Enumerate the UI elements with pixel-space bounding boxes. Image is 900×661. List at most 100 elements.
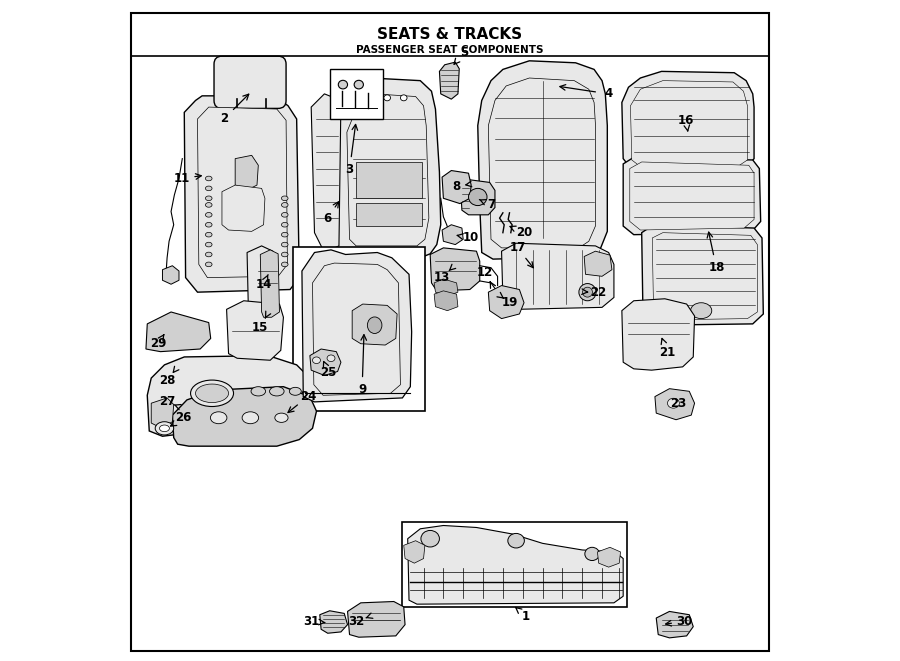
Text: 17: 17 (509, 241, 526, 254)
Ellipse shape (205, 262, 212, 266)
Ellipse shape (205, 196, 212, 201)
Polygon shape (222, 185, 265, 231)
Text: 4: 4 (605, 87, 613, 100)
Text: 25: 25 (320, 366, 337, 379)
Ellipse shape (367, 317, 382, 333)
Text: PASSENGER SEAT COMPONENTS: PASSENGER SEAT COMPONENTS (356, 44, 544, 55)
Ellipse shape (421, 530, 439, 547)
Bar (356, 203, 422, 226)
Bar (329, 69, 382, 119)
Polygon shape (642, 225, 763, 325)
Polygon shape (622, 71, 754, 172)
Ellipse shape (338, 80, 347, 89)
Polygon shape (439, 62, 459, 99)
Text: 24: 24 (300, 390, 316, 403)
Polygon shape (352, 304, 397, 345)
Polygon shape (630, 162, 754, 230)
Ellipse shape (312, 357, 320, 364)
Ellipse shape (251, 387, 266, 396)
Ellipse shape (211, 412, 227, 424)
Polygon shape (584, 251, 612, 276)
Text: 32: 32 (348, 615, 364, 628)
Polygon shape (442, 225, 464, 245)
Polygon shape (501, 243, 614, 309)
Ellipse shape (400, 95, 407, 100)
Polygon shape (408, 525, 623, 604)
Text: 31: 31 (303, 615, 320, 628)
Ellipse shape (282, 203, 288, 208)
Text: 10: 10 (463, 231, 479, 245)
Polygon shape (320, 611, 347, 633)
Text: 3: 3 (346, 163, 354, 176)
Ellipse shape (582, 287, 592, 297)
Text: 23: 23 (670, 397, 686, 410)
Text: 13: 13 (433, 271, 449, 284)
Polygon shape (623, 157, 760, 235)
Ellipse shape (469, 188, 487, 206)
Ellipse shape (282, 262, 288, 266)
Text: 21: 21 (659, 346, 675, 359)
Bar (356, 162, 422, 198)
Polygon shape (311, 94, 341, 253)
Text: 15: 15 (252, 321, 268, 334)
Ellipse shape (282, 233, 288, 237)
Ellipse shape (508, 533, 525, 548)
Text: 2: 2 (220, 112, 228, 126)
Ellipse shape (282, 243, 288, 247)
Ellipse shape (384, 95, 391, 100)
Polygon shape (346, 94, 428, 246)
Polygon shape (434, 279, 458, 296)
Ellipse shape (290, 387, 302, 395)
Polygon shape (478, 61, 608, 259)
Polygon shape (184, 96, 300, 292)
Ellipse shape (191, 380, 233, 407)
Text: 11: 11 (174, 172, 190, 185)
Ellipse shape (282, 253, 288, 256)
Polygon shape (404, 541, 425, 563)
Text: 6: 6 (324, 212, 332, 225)
Polygon shape (347, 602, 405, 637)
Text: 14: 14 (256, 278, 272, 291)
Text: 28: 28 (159, 373, 176, 387)
Ellipse shape (282, 196, 288, 201)
Polygon shape (260, 250, 280, 317)
Text: 22: 22 (590, 286, 607, 299)
Text: 7: 7 (488, 198, 496, 212)
Text: 27: 27 (159, 395, 176, 408)
Polygon shape (173, 387, 317, 446)
Text: 30: 30 (677, 615, 693, 628)
Polygon shape (489, 78, 596, 248)
Polygon shape (312, 263, 400, 395)
Ellipse shape (327, 355, 335, 362)
Ellipse shape (282, 222, 288, 227)
Polygon shape (248, 246, 274, 317)
Polygon shape (655, 389, 695, 420)
Text: 29: 29 (149, 337, 166, 350)
Polygon shape (434, 291, 458, 311)
Polygon shape (148, 356, 311, 436)
Polygon shape (235, 155, 258, 190)
Polygon shape (310, 349, 341, 375)
Polygon shape (302, 250, 411, 402)
Ellipse shape (579, 284, 596, 301)
Ellipse shape (205, 213, 212, 217)
Polygon shape (146, 312, 211, 352)
Ellipse shape (274, 413, 288, 422)
Ellipse shape (355, 80, 364, 89)
Polygon shape (430, 248, 480, 291)
Text: 8: 8 (452, 180, 460, 193)
Ellipse shape (205, 253, 212, 256)
Polygon shape (652, 233, 758, 320)
Polygon shape (442, 171, 472, 204)
Ellipse shape (690, 303, 712, 319)
Text: 1: 1 (522, 609, 530, 623)
Text: 9: 9 (358, 383, 366, 397)
Bar (402, 522, 627, 607)
Text: 26: 26 (176, 411, 192, 424)
Ellipse shape (269, 387, 284, 396)
Text: 19: 19 (501, 296, 518, 309)
Polygon shape (461, 180, 495, 215)
Polygon shape (598, 547, 620, 567)
Ellipse shape (205, 186, 212, 190)
Polygon shape (335, 78, 441, 259)
